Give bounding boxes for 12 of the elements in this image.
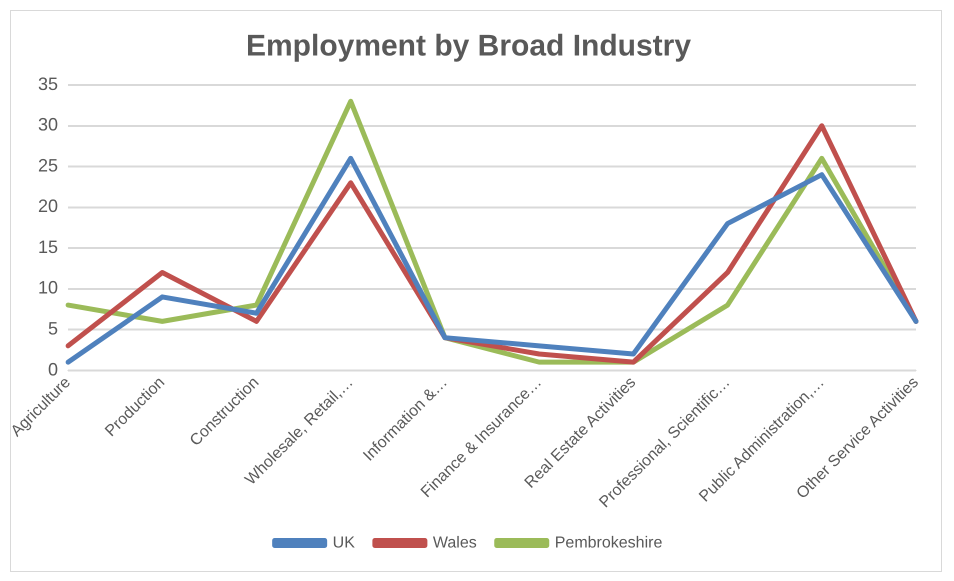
y-tick-label: 20 xyxy=(38,196,58,216)
y-tick-label: 5 xyxy=(48,318,58,339)
y-tick-label: 35 xyxy=(38,74,58,94)
y-tick-label: 25 xyxy=(38,155,58,176)
y-tick-label: 15 xyxy=(38,236,58,257)
legend-label: Wales xyxy=(432,534,477,552)
y-tick-label: 0 xyxy=(48,359,58,380)
legend-label: UK xyxy=(332,534,356,552)
y-tick-label: 10 xyxy=(38,278,58,298)
y-tick-label: 30 xyxy=(38,114,58,135)
legend-label: Pembrokeshire xyxy=(554,534,662,552)
chart-title: Employment by Broad Industry xyxy=(246,29,692,62)
